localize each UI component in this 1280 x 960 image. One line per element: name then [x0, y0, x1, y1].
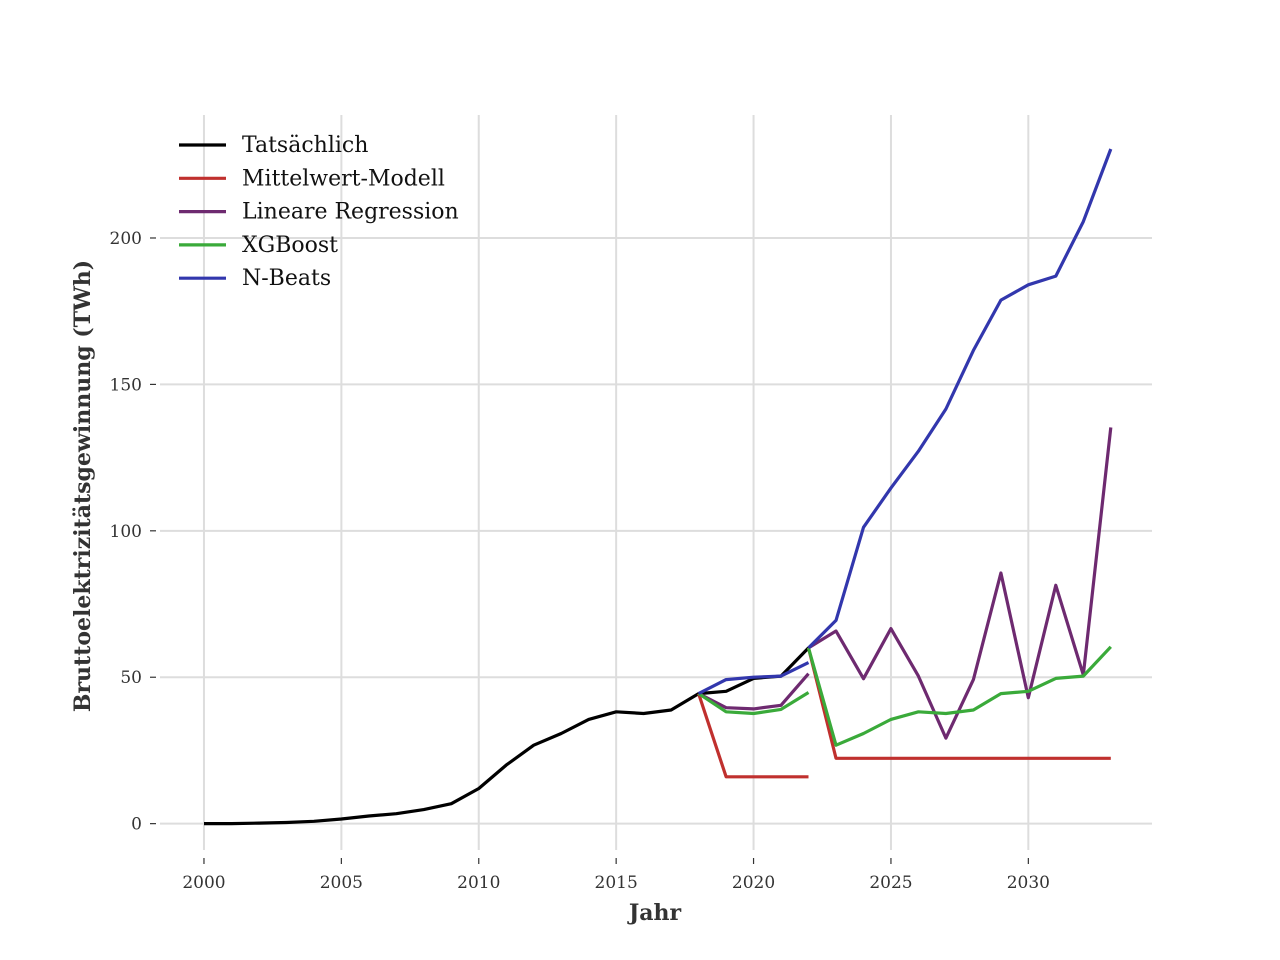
series-line-mittelwert-modell-1 — [697, 693, 809, 779]
legend-label: Lineare Regression — [242, 200, 459, 225]
x-tick-label: 2010 — [457, 873, 500, 893]
x-tick-label: 2030 — [1007, 873, 1050, 893]
y-tick-label: 50 — [120, 668, 142, 688]
legend-item-n-beats: N-Beats — [179, 266, 331, 291]
series-line-xgboost-2 — [806, 645, 1112, 747]
legend-item-xgboost: XGBoost — [179, 233, 338, 258]
legend-item-mittelwert-modell: Mittelwert-Modell — [179, 166, 445, 191]
x-tick-label: 2020 — [732, 873, 775, 893]
plot-lines — [204, 148, 1113, 826]
legend-item-lineare-regression: Lineare Regression — [179, 200, 459, 225]
legend-label: XGBoost — [242, 233, 338, 258]
series-line-xgboost-1 — [697, 691, 810, 716]
y-tick-label: 150 — [110, 375, 142, 395]
series-line-tatsachlich — [204, 646, 810, 826]
grid — [160, 115, 1152, 850]
x-tick-label: 2025 — [869, 873, 912, 893]
y-tick-label: 200 — [110, 229, 142, 249]
y-axis-label: Bruttoelektrizitätsgewinnung (TWh) — [70, 260, 96, 712]
y-tick-label: 100 — [110, 522, 142, 542]
series-line-n-beats-1 — [697, 661, 810, 696]
series-line-lineare-regression-2 — [807, 427, 1113, 740]
axis-ticks: 2000 2005 2010 2015 2020 2025 2030 0 50 100 150 200 — [110, 229, 1050, 893]
x-tick-label: 2000 — [182, 873, 225, 893]
x-axis-label: Jahr — [627, 900, 682, 926]
series-line-lineare-regression-1 — [697, 672, 810, 711]
x-tick-label: 2005 — [320, 873, 363, 893]
series-line-n-beats-2 — [807, 148, 1113, 650]
legend-item-tatsachlich: Tatsächlich — [179, 133, 368, 158]
x-tick-label: 2015 — [595, 873, 638, 893]
legend-label: Tatsächlich — [242, 133, 368, 158]
legend: Tatsächlich Mittelwert-Modell Lineare Regr… — [179, 133, 459, 291]
y-tick-label: 0 — [131, 815, 142, 835]
series-line-mittelwert-modell-2 — [806, 647, 1111, 760]
legend-label: N-Beats — [242, 266, 331, 291]
legend-label: Mittelwert-Modell — [242, 166, 445, 191]
